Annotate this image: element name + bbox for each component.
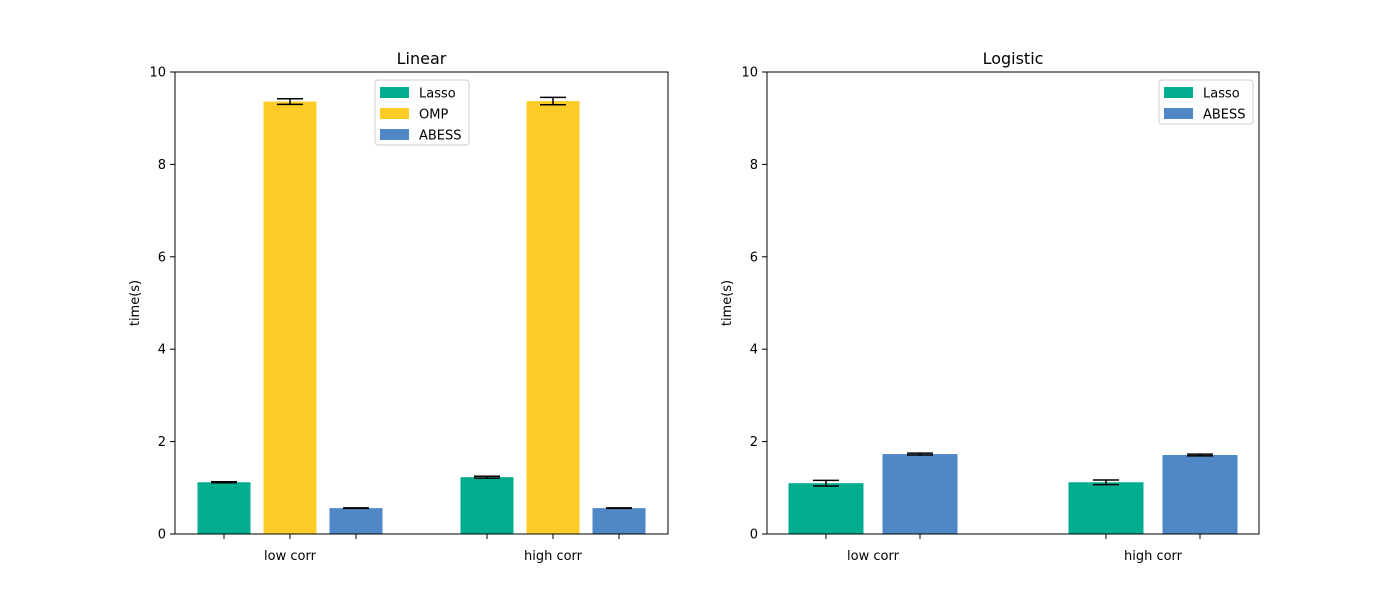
y-tick-label: 2 <box>158 435 166 450</box>
legend-swatch-omp <box>380 108 409 119</box>
legend-label-lasso: Lasso <box>1203 87 1240 102</box>
bar-omp-1 <box>263 101 317 535</box>
y-tick-label: 0 <box>750 528 758 543</box>
legend-label-lasso: Lasso <box>419 87 456 102</box>
bar-abess-2 <box>592 508 646 534</box>
legend: Lasso OMP ABESS <box>374 79 470 146</box>
legend-swatch-abess <box>1164 108 1193 119</box>
bar-lasso-1 <box>197 482 251 534</box>
legend-swatch-lasso <box>380 87 409 98</box>
bar-lasso-2 <box>1068 482 1144 534</box>
category-label: high corr <box>524 549 583 564</box>
y-tick-label: 6 <box>750 250 758 265</box>
y-tick-label: 4 <box>158 343 166 358</box>
y-tick-label: 10 <box>741 66 758 81</box>
y-tick-label: 8 <box>158 158 166 173</box>
y-tick-label: 2 <box>750 435 758 450</box>
chart-title: Linear <box>397 49 447 68</box>
y-tick-label: 6 <box>158 250 166 265</box>
bar-lasso-1 <box>788 483 864 534</box>
y-tick-label: 4 <box>750 343 758 358</box>
chart-panel-1: 0 2 4 6 8 10 low corr high corr Linear time(s) Las… <box>128 49 669 564</box>
category-label: high corr <box>1124 549 1183 564</box>
bar-omp-2 <box>526 101 580 534</box>
y-tick-label: 10 <box>149 66 166 81</box>
legend-label-abess: ABESS <box>419 129 462 144</box>
legend: Lasso ABESS <box>1158 79 1254 125</box>
axes-frame <box>766 71 1260 535</box>
bar-abess-2 <box>1162 454 1238 534</box>
chart-title: Logistic <box>983 49 1044 68</box>
y-axis-label: time(s) <box>128 280 143 326</box>
y-tick-label: 8 <box>750 158 758 173</box>
axes-frame <box>174 71 669 535</box>
y-axis-label: time(s) <box>720 280 735 326</box>
category-label: low corr <box>847 549 900 564</box>
legend-swatch-lasso <box>1164 87 1193 98</box>
bar-lasso-2 <box>460 477 514 534</box>
legend-label-omp: OMP <box>419 108 448 123</box>
bar-abess-1 <box>329 508 383 534</box>
chart-panel-2: 0 2 4 6 8 10 low corr high corr Logistic time(s) L… <box>720 49 1260 564</box>
category-label: low corr <box>264 549 317 564</box>
legend-swatch-abess <box>380 129 409 140</box>
y-tick-label: 0 <box>158 528 166 543</box>
legend-label-abess: ABESS <box>1203 108 1246 123</box>
bar-abess-1 <box>882 454 958 534</box>
